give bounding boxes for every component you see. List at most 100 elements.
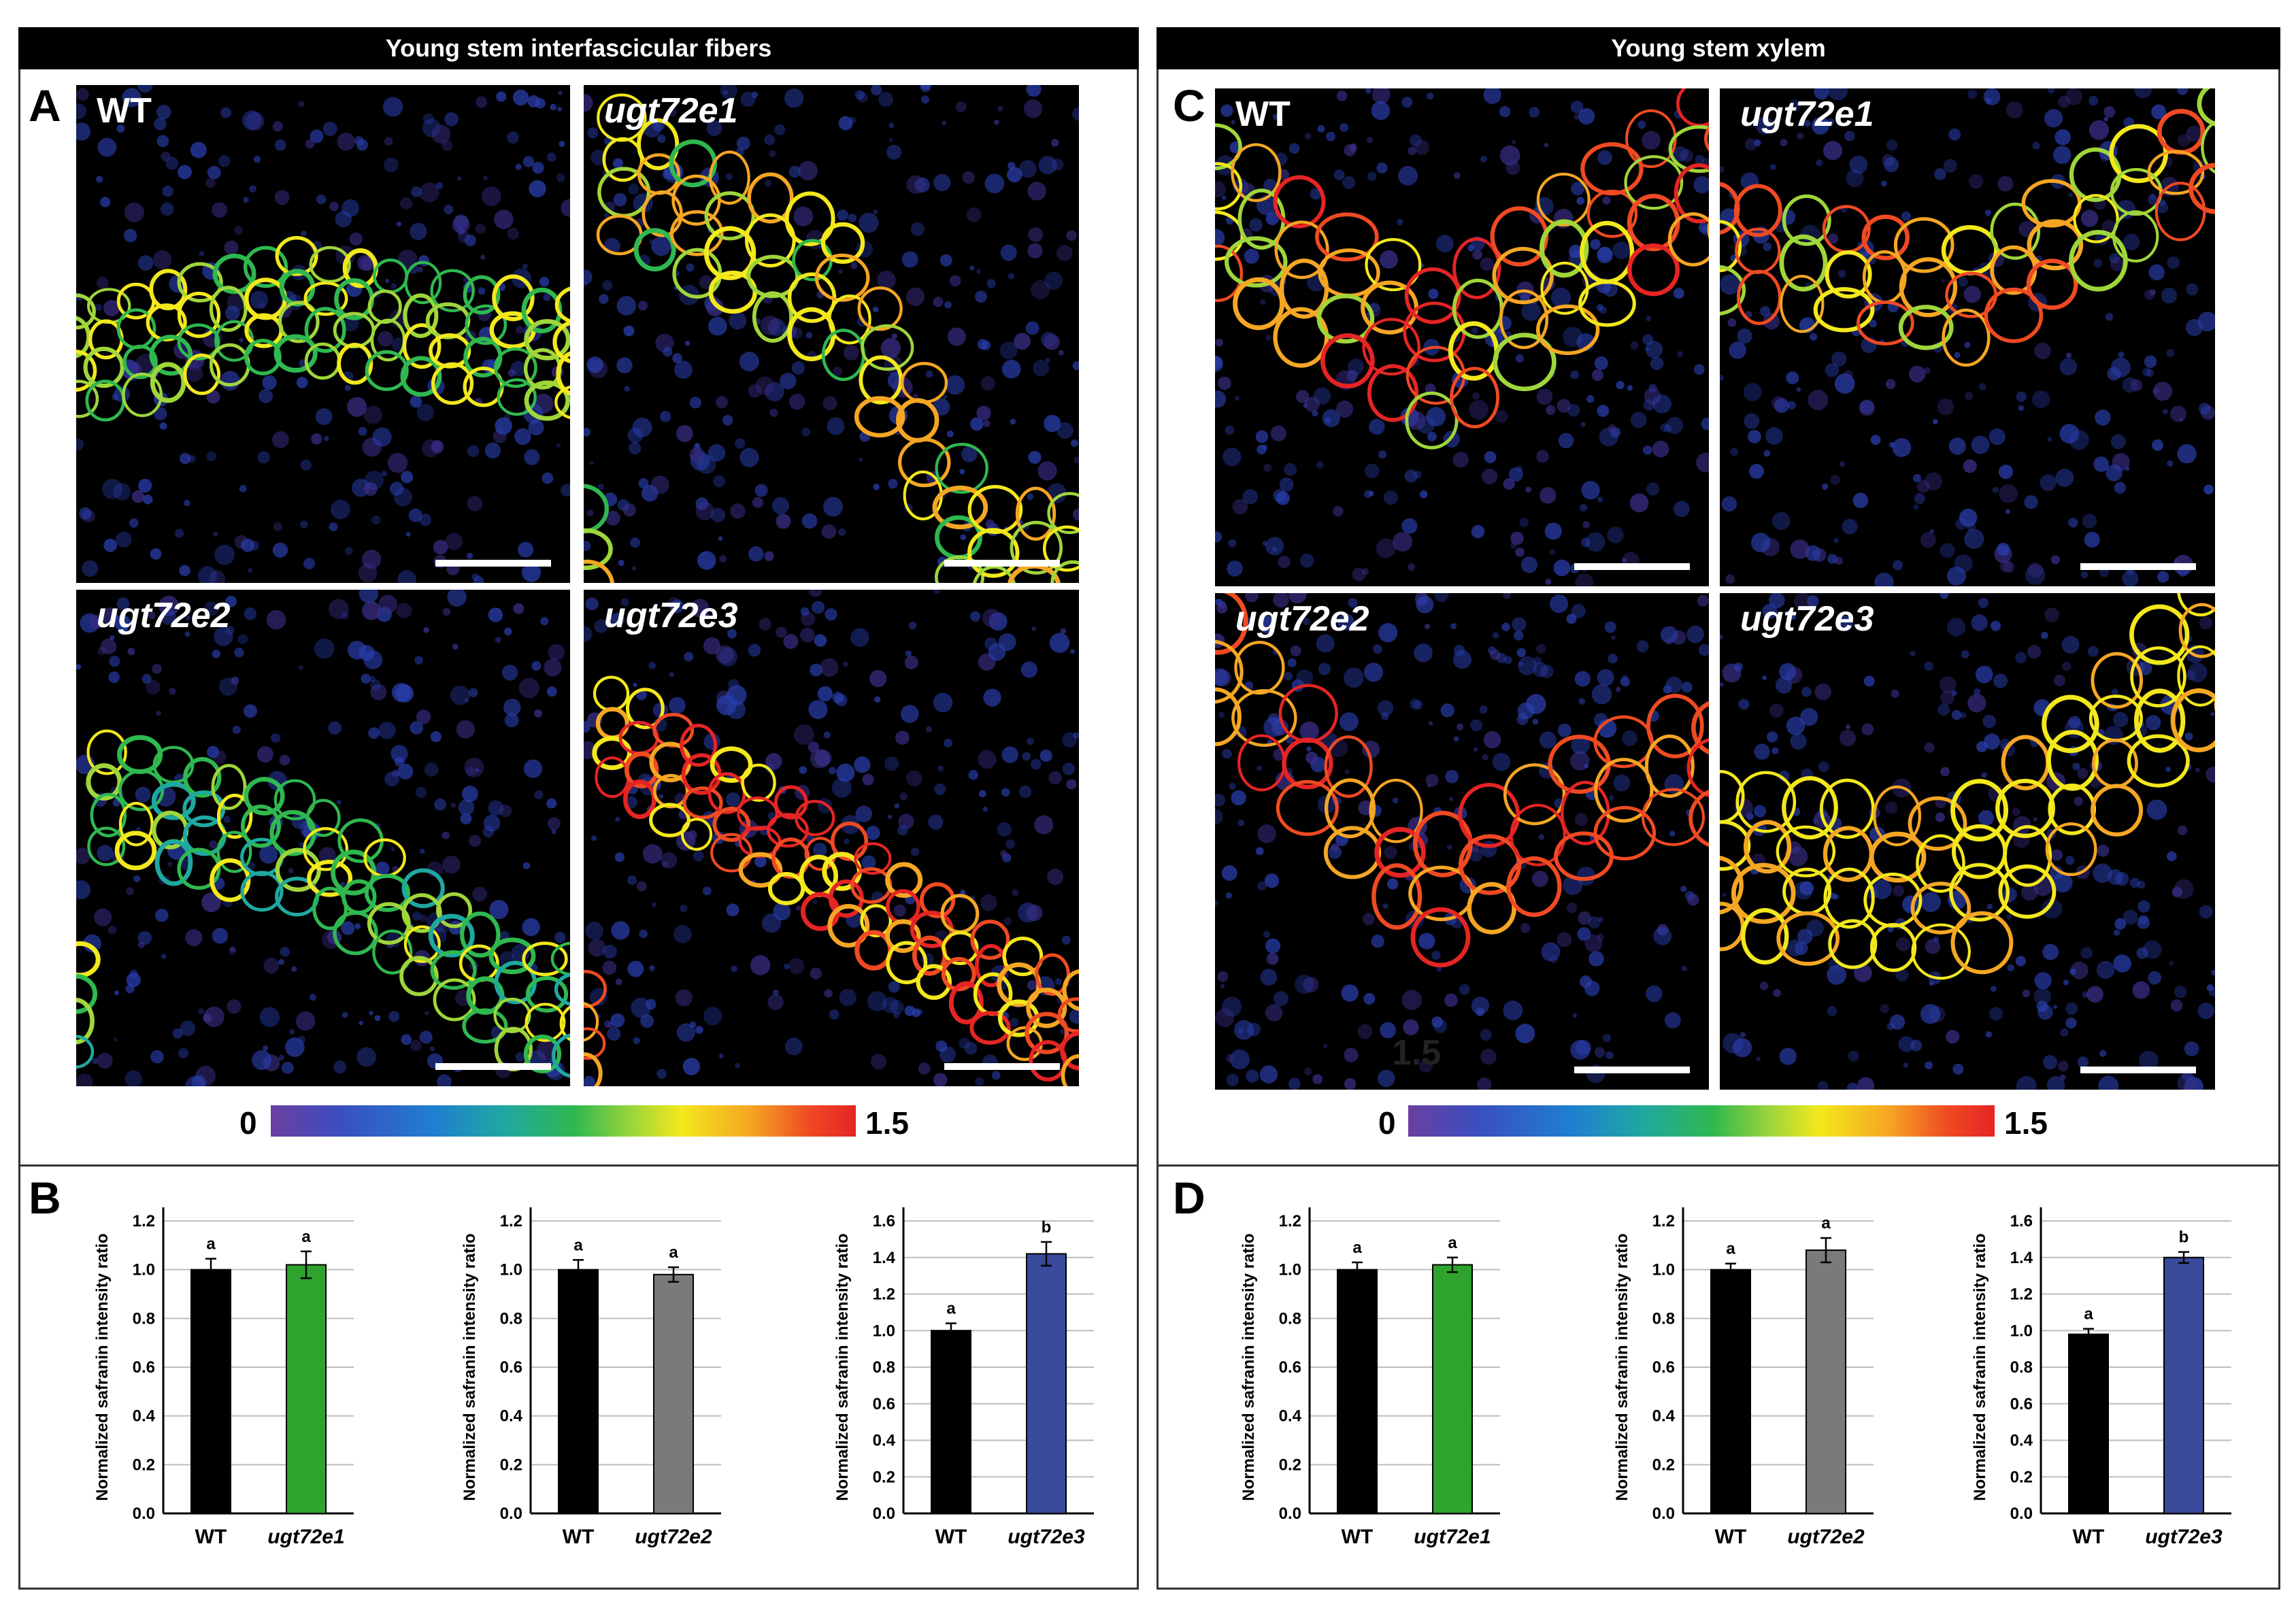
colorbar-c (1408, 1105, 1995, 1137)
tissue-speckle (1316, 634, 1335, 653)
bar-ugt72e2 (653, 1273, 694, 1514)
cell-wall (854, 396, 905, 438)
tissue-speckle (1365, 463, 1380, 479)
tissue-speckle (1630, 341, 1639, 350)
tissue-speckle (991, 1071, 1001, 1080)
y-tick-label: 0.4 (1279, 1407, 1302, 1426)
tissue-speckle (311, 433, 322, 445)
tissue-speckle (2006, 914, 2012, 920)
tissue-speckle (2086, 986, 2103, 1003)
tissue-speckle (1357, 1024, 1373, 1039)
tissue-speckle (2152, 439, 2163, 451)
tissue-speckle (1322, 409, 1341, 427)
tissue-speckle (1336, 90, 1348, 101)
cell-wall (402, 323, 442, 369)
tissue-speckle (982, 806, 988, 812)
cell-wall (2110, 167, 2163, 216)
tissue-speckle (1272, 114, 1279, 120)
tissue-speckle (382, 97, 403, 117)
tissue-speckle (1893, 885, 1905, 897)
tissue-speckle (1558, 433, 1574, 449)
tissue-speckle (534, 790, 544, 800)
tissue-speckle (780, 373, 797, 390)
tissue-speckle (1616, 380, 1625, 390)
x-tick-label: WT (1715, 1526, 1747, 1548)
tissue-speckle (1025, 321, 1039, 335)
tissue-speckle (527, 95, 540, 108)
tissue-speckle (225, 595, 237, 607)
y-tick-label: 0.0 (1652, 1505, 1675, 1523)
cell-wall (401, 893, 442, 933)
cell-wall (1536, 172, 1591, 227)
cell-wall (2178, 603, 2215, 658)
tissue-speckle (83, 934, 101, 953)
micrograph-c-ugt72e2: ugt72e2 1.5 (1215, 593, 1709, 1090)
tissue-speckle (1729, 341, 1746, 359)
cell-wall (240, 871, 284, 912)
tissue-speckle (2199, 403, 2211, 415)
tissue-speckle (1404, 469, 1418, 483)
tissue-speckle (2057, 1060, 2069, 1072)
tissue-speckle (315, 408, 333, 425)
tissue-speckle (1951, 690, 1957, 697)
tissue-speckle (1800, 707, 1818, 726)
cell-wall (2201, 120, 2215, 174)
tissue-speckle (705, 298, 725, 317)
cell-wall (183, 757, 222, 798)
cell-wall (1362, 318, 1420, 376)
tissue-speckle (1221, 865, 1237, 882)
tissue-speckle (169, 688, 176, 695)
y-tick-label: 0.8 (2010, 1358, 2033, 1377)
tissue-speckle (706, 120, 722, 137)
tissue-speckle (799, 766, 808, 775)
tissue-speckle (813, 842, 827, 857)
right-header: Young stem xylem (1157, 27, 2280, 69)
cell-wall (1282, 737, 1333, 790)
tissue-speckle (1941, 278, 1946, 284)
tissue-speckle (513, 603, 525, 614)
tissue-speckle (760, 316, 780, 335)
cell-wall (2046, 729, 2099, 791)
tissue-speckle (669, 671, 674, 677)
tissue-speckle (464, 698, 469, 703)
cell-wall (525, 975, 569, 1013)
tissue-speckle (839, 988, 857, 1007)
tissue-speckle (1480, 1048, 1497, 1065)
tissue-speckle (605, 510, 620, 526)
cell-wall (86, 729, 127, 775)
tissue-speckle (1260, 969, 1278, 986)
stray-label: 1.5 (1392, 1033, 1442, 1073)
tissue-speckle (2067, 518, 2078, 528)
colorbar-c-min: 0 (1378, 1105, 1396, 1141)
cell-wall (1499, 289, 1549, 350)
cell-wall (1720, 820, 1751, 871)
tissue-speckle (708, 443, 726, 462)
tissue-speckle (1290, 645, 1301, 656)
tissue-speckle (1795, 941, 1808, 956)
tissue-speckle (1982, 714, 1996, 728)
tissue-speckle (197, 566, 218, 583)
tissue-speckle (629, 441, 642, 454)
tissue-speckle (1371, 101, 1391, 120)
tissue-speckle (2022, 990, 2031, 998)
tissue-speckle (243, 197, 250, 203)
tissue-speckle (949, 275, 961, 287)
chart-b1: 0.0 0.2 0.4 0.6 0.8 1.0 1.2 Normalized safranin… (82, 1194, 367, 1575)
tissue-speckle (1018, 160, 1037, 178)
tissue-speckle (1245, 593, 1259, 603)
tissue-speckle (925, 726, 932, 733)
tissue-speckle (1037, 461, 1057, 481)
scale-bar (1574, 563, 1690, 570)
tissue-speckle (344, 384, 351, 391)
tissue-speckle (445, 533, 463, 550)
tissue-speckle (1265, 537, 1284, 556)
tissue-speckle (452, 643, 459, 650)
y-tick-label: 1.0 (133, 1261, 155, 1279)
tissue-speckle (429, 1046, 435, 1052)
tissue-speckle (137, 941, 145, 949)
cell-wall (854, 842, 892, 875)
tissue-speckle (416, 403, 435, 422)
tissue-speckle (1519, 518, 1529, 528)
tissue-speckle (1515, 547, 1525, 557)
cell-wall (122, 344, 158, 380)
